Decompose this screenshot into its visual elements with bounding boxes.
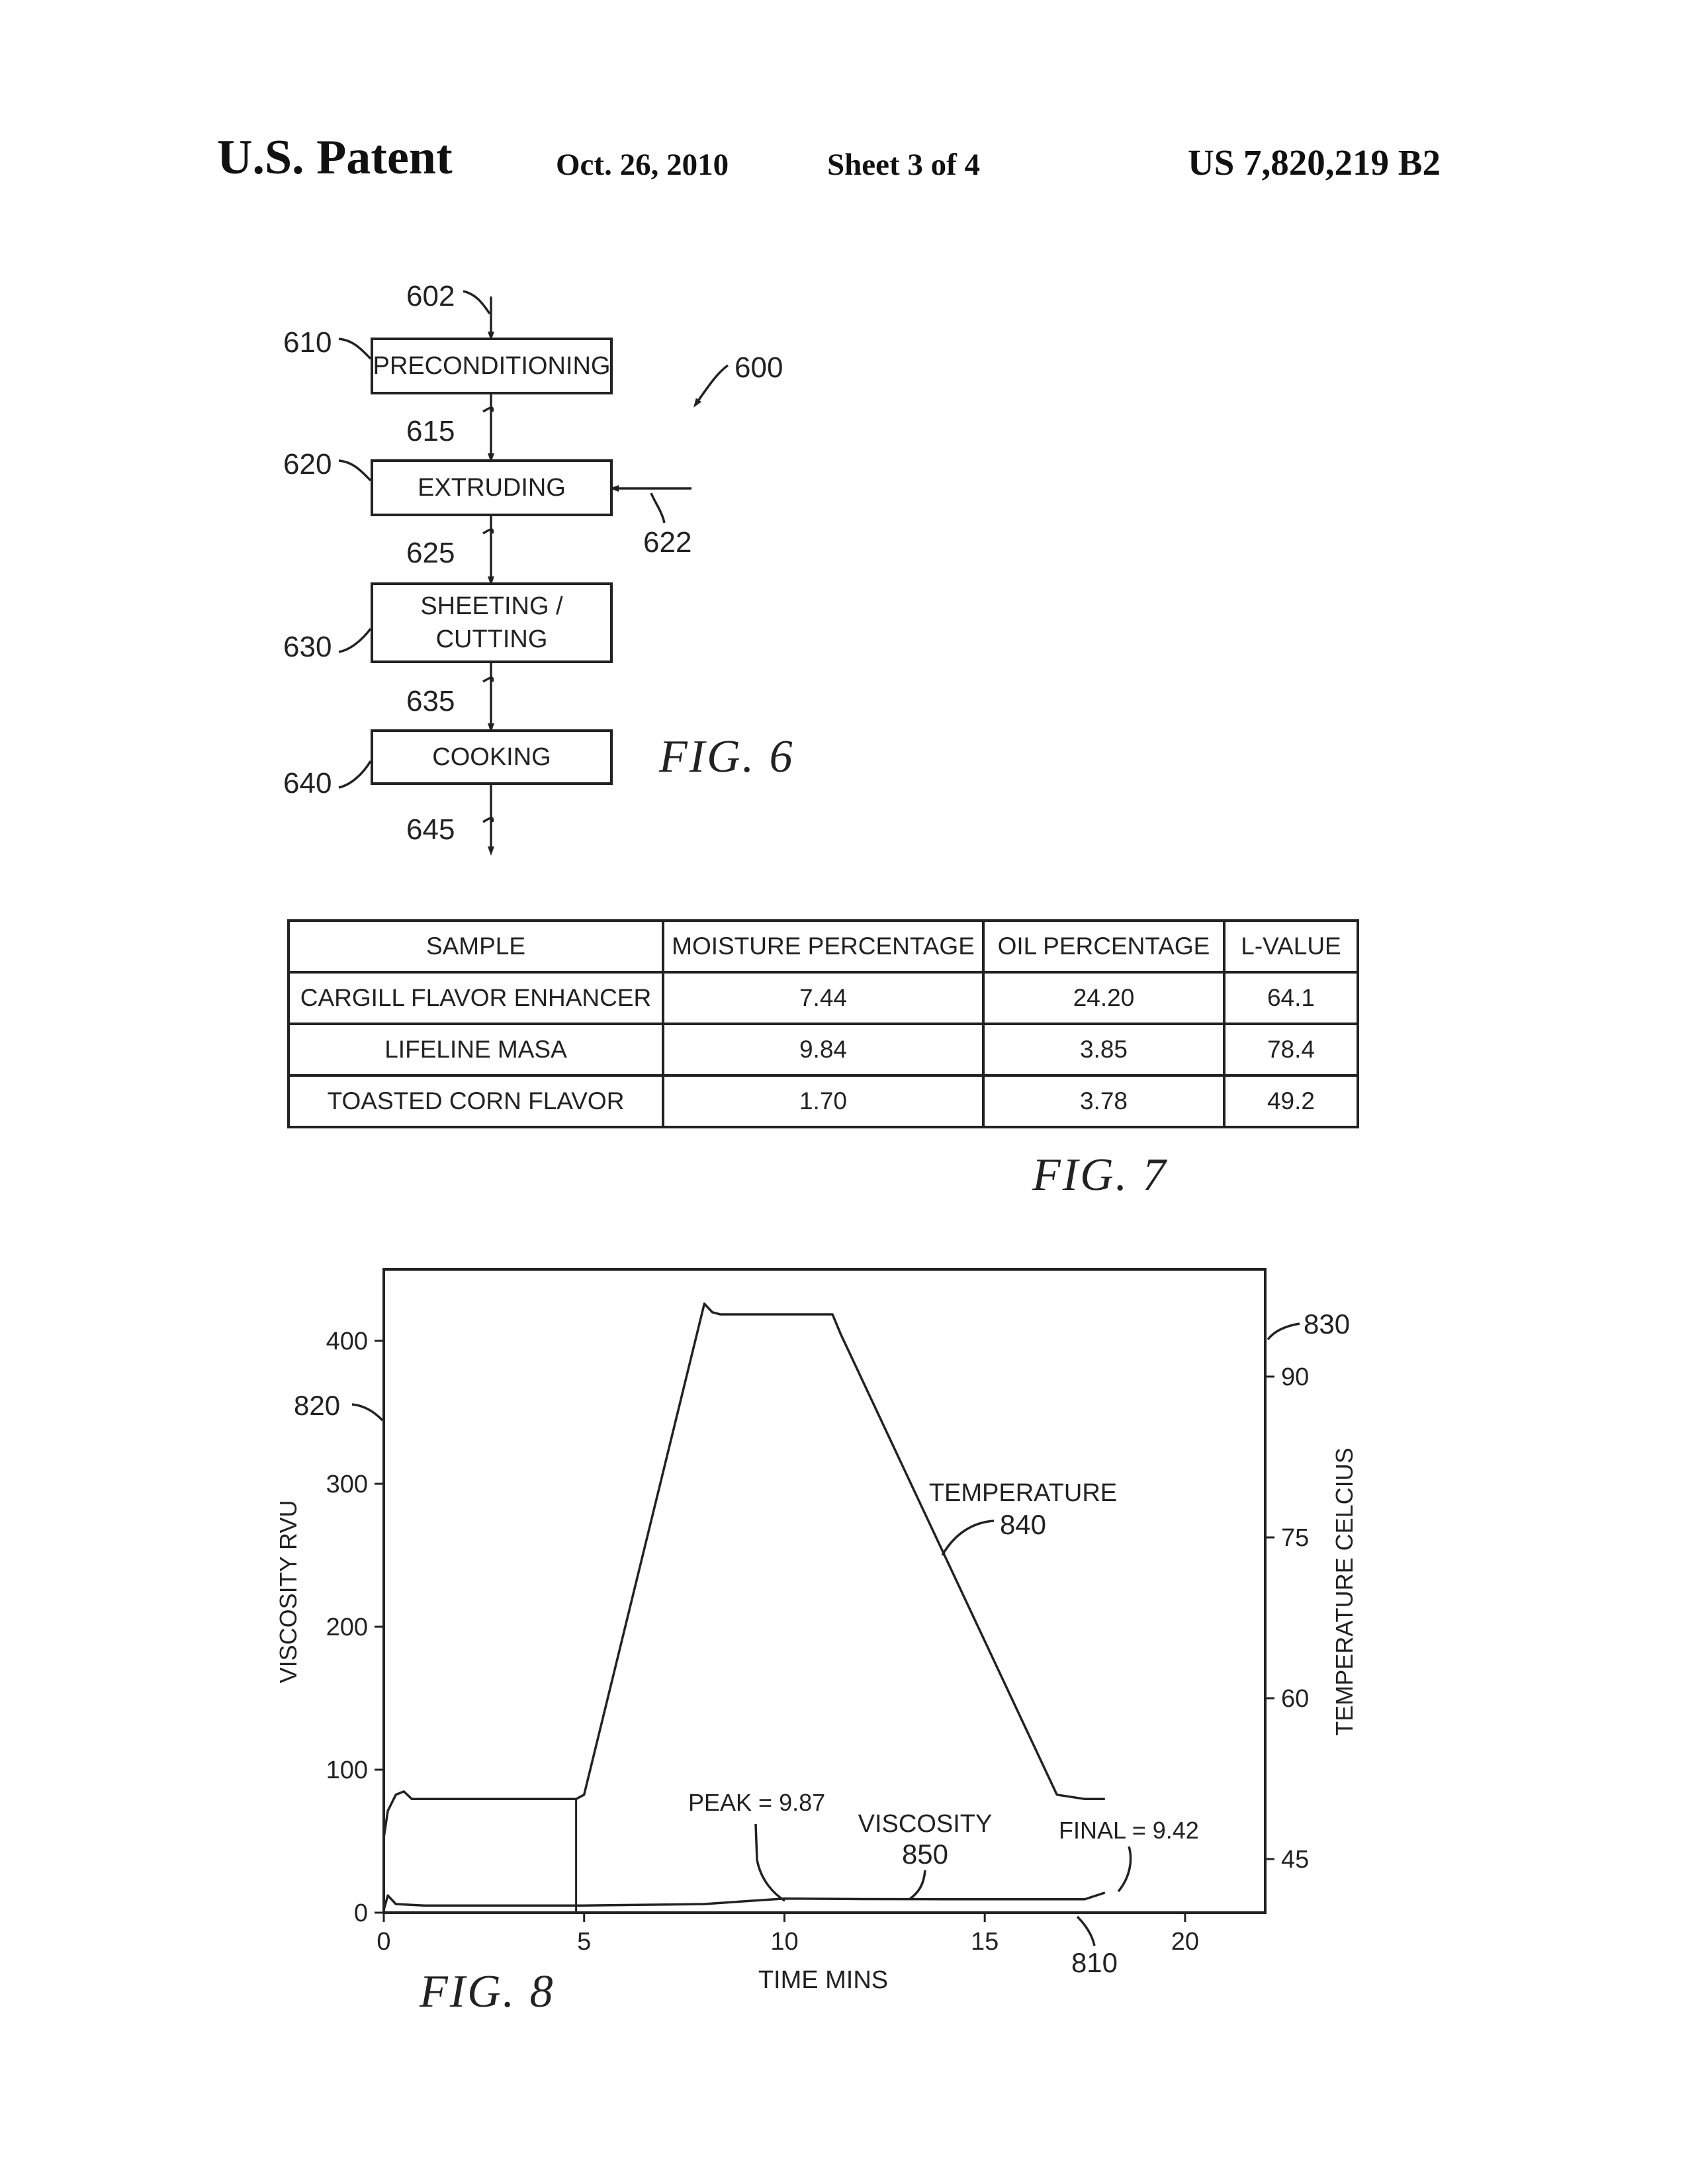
series-temperature-line	[384, 1304, 1105, 1838]
x-axis-label: TIME MINS	[758, 1966, 888, 1994]
x-tick-label: 15	[971, 1928, 999, 1956]
y-tick-label: 200	[326, 1614, 368, 1641]
y2-tick-label: 90	[1281, 1363, 1309, 1391]
y-tick-label: 0	[354, 1899, 368, 1927]
y2-axis-label: TEMPERATURE CELCIUS	[1331, 1447, 1358, 1735]
series-viscosity-line	[384, 1893, 1105, 1910]
final-annotation: FINAL = 9.42	[1059, 1817, 1199, 1844]
y-tick-label: 300	[326, 1471, 368, 1498]
y-tick-label: 100	[326, 1756, 368, 1784]
viscosity-annotation: VISCOSITY	[858, 1810, 993, 1838]
y-axis-label: VISCOSITY RVU	[275, 1500, 302, 1684]
y2-tick-label: 60	[1281, 1685, 1309, 1713]
peak-annotation: PEAK = 9.87	[688, 1789, 825, 1816]
y-tick-label: 400	[326, 1328, 368, 1355]
x-tick-label: 0	[377, 1928, 390, 1956]
x-tick-label: 20	[1171, 1928, 1199, 1956]
y2-tick-label: 75	[1281, 1524, 1309, 1552]
temperature-annotation: TEMPERATURE	[929, 1479, 1117, 1507]
ref-810: 810	[1071, 1947, 1118, 1978]
ref-840: 840	[1000, 1509, 1046, 1540]
x-tick-label: 5	[577, 1928, 591, 1956]
y2-tick-label: 45	[1281, 1846, 1309, 1874]
ref-830: 830	[1304, 1308, 1350, 1340]
ref-820: 820	[294, 1390, 340, 1421]
x-tick-label: 10	[770, 1928, 798, 1956]
ref-850: 850	[902, 1839, 948, 1870]
fig8-caption: FIG. 8	[419, 1966, 555, 2017]
